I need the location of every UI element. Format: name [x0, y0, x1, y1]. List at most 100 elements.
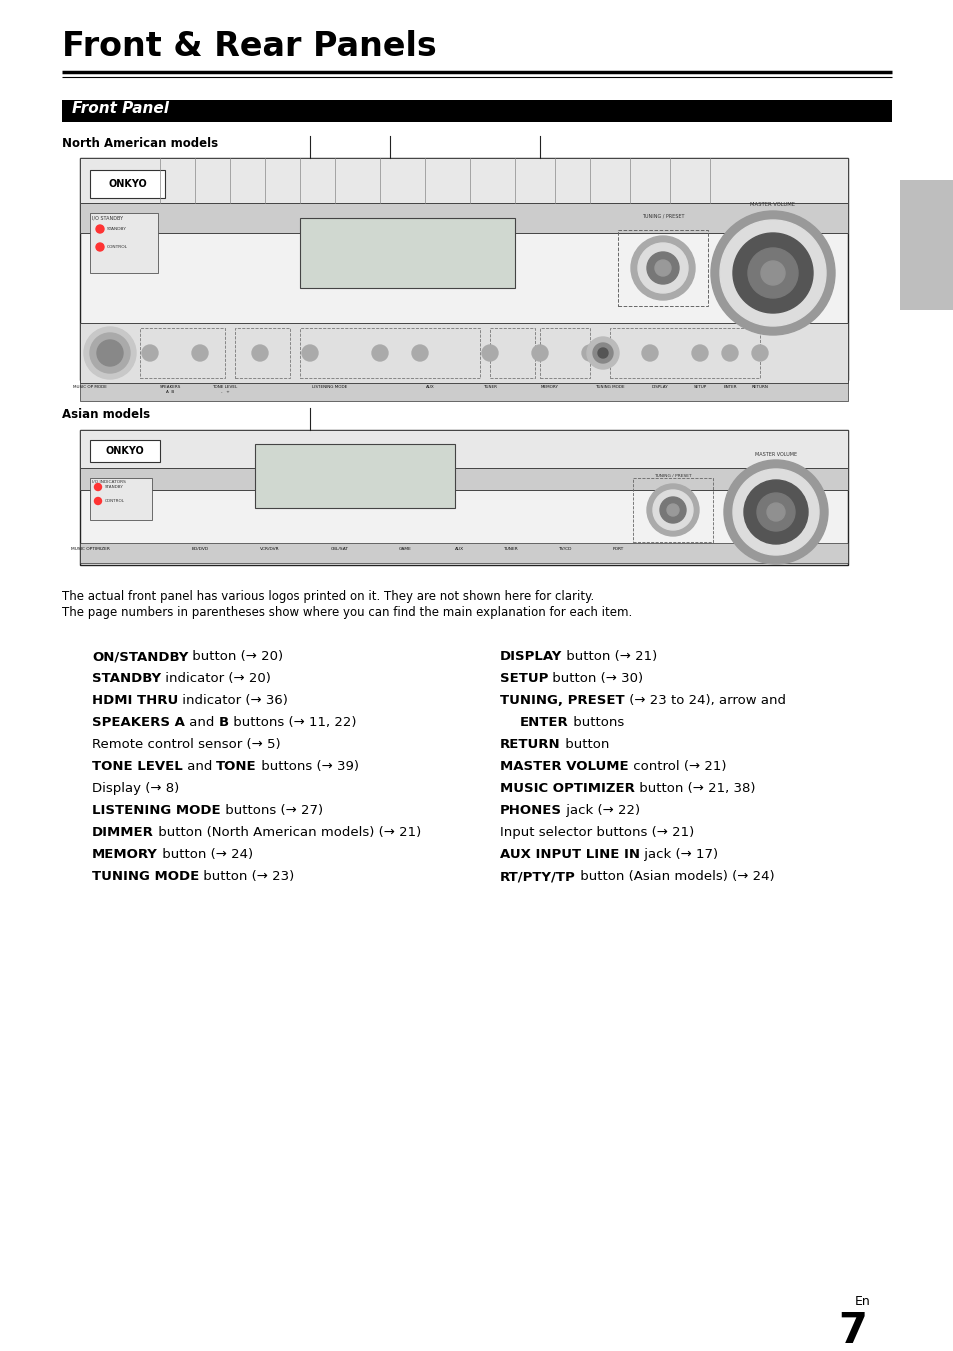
Text: STANDBY: STANDBY — [91, 671, 161, 685]
Text: Remote control sensor (→ 5): Remote control sensor (→ 5) — [91, 738, 280, 751]
Text: BD/DVD: BD/DVD — [192, 547, 209, 551]
Bar — [90, 440, 160, 462]
Circle shape — [532, 345, 547, 361]
Text: ENTER: ENTER — [722, 385, 736, 389]
Circle shape — [721, 345, 738, 361]
Circle shape — [192, 345, 208, 361]
Circle shape — [659, 497, 685, 523]
Text: buttons (→ 11, 22): buttons (→ 11, 22) — [229, 716, 355, 730]
Text: LISTENING MODE: LISTENING MODE — [91, 804, 220, 817]
Circle shape — [97, 340, 123, 366]
Text: TUNER: TUNER — [482, 385, 497, 389]
Bar — [254, 444, 455, 508]
Bar — [80, 430, 847, 565]
Bar — [80, 430, 847, 467]
Bar — [299, 328, 479, 378]
Text: Asian models: Asian models — [62, 408, 150, 422]
Circle shape — [598, 349, 607, 358]
Text: MEMORY: MEMORY — [540, 385, 558, 389]
Text: button (North American models) (→ 21): button (North American models) (→ 21) — [153, 825, 420, 839]
Text: LISTENING MODE: LISTENING MODE — [312, 385, 347, 389]
Text: buttons (→ 27): buttons (→ 27) — [220, 804, 322, 817]
Circle shape — [581, 345, 598, 361]
Text: PHONES: PHONES — [499, 804, 561, 817]
Bar — [90, 478, 152, 520]
Text: indicator (→ 20): indicator (→ 20) — [161, 671, 271, 685]
Text: CONTROL: CONTROL — [105, 499, 125, 503]
Text: TONE LEVEL: TONE LEVEL — [91, 761, 183, 773]
Text: Front Panel: Front Panel — [71, 101, 169, 116]
Text: (→ 23 to 24), arrow and: (→ 23 to 24), arrow and — [624, 694, 785, 707]
Circle shape — [630, 236, 695, 300]
Text: button (→ 24): button (→ 24) — [157, 848, 253, 861]
Text: SETUP: SETUP — [499, 671, 548, 685]
Text: TV/CD: TV/CD — [558, 547, 571, 551]
Text: PORT: PORT — [612, 547, 623, 551]
Text: TUNING / PRESET: TUNING / PRESET — [654, 474, 691, 478]
Text: ONKYO: ONKYO — [106, 446, 144, 457]
Text: MUSIC OPTIMIZER: MUSIC OPTIMIZER — [499, 782, 634, 794]
Text: button (→ 30): button (→ 30) — [548, 671, 643, 685]
Text: indicator (→ 36): indicator (→ 36) — [178, 694, 288, 707]
Text: HDMI THRU: HDMI THRU — [91, 694, 178, 707]
Circle shape — [593, 343, 613, 363]
Circle shape — [96, 243, 104, 251]
Text: STANDBY: STANDBY — [107, 227, 127, 231]
Text: DIMMER: DIMMER — [91, 825, 153, 839]
Text: button (→ 21): button (→ 21) — [561, 650, 657, 663]
Bar — [90, 170, 165, 199]
Text: buttons (→ 39): buttons (→ 39) — [256, 761, 358, 773]
Bar — [299, 218, 515, 288]
Text: MASTER VOLUME: MASTER VOLUME — [499, 761, 628, 773]
Circle shape — [302, 345, 317, 361]
Text: SPEAKERS A: SPEAKERS A — [91, 716, 185, 730]
Text: DISPLAY: DISPLAY — [651, 385, 668, 389]
Circle shape — [94, 497, 101, 504]
Text: GAME: GAME — [398, 547, 411, 551]
Bar — [633, 478, 712, 542]
Circle shape — [96, 226, 104, 232]
Text: SPEAKERS
A  B: SPEAKERS A B — [159, 385, 180, 393]
Circle shape — [646, 484, 699, 536]
Circle shape — [252, 345, 268, 361]
Bar — [490, 328, 535, 378]
Bar — [234, 328, 290, 378]
Text: North American models: North American models — [62, 136, 218, 150]
Text: ENTER: ENTER — [519, 716, 568, 730]
Circle shape — [372, 345, 388, 361]
Text: The page numbers in parentheses show where you can find the main explanation for: The page numbers in parentheses show whe… — [62, 607, 632, 619]
Circle shape — [760, 261, 784, 285]
Circle shape — [84, 327, 136, 380]
Circle shape — [646, 253, 679, 284]
Text: and: and — [185, 716, 218, 730]
Circle shape — [766, 503, 784, 521]
Text: B: B — [218, 716, 229, 730]
Bar — [62, 100, 891, 122]
Text: VCR/DVR: VCR/DVR — [260, 547, 279, 551]
Circle shape — [641, 345, 658, 361]
Circle shape — [638, 243, 687, 293]
Text: MUSIC OP MODE: MUSIC OP MODE — [73, 385, 107, 389]
Text: En: En — [854, 1296, 870, 1308]
Text: I/O STANDBY: I/O STANDBY — [91, 215, 123, 220]
Bar — [80, 158, 847, 203]
Circle shape — [732, 469, 818, 555]
Bar — [899, 180, 953, 309]
Text: TUNING MODE: TUNING MODE — [595, 385, 624, 389]
Text: jack (→ 22): jack (→ 22) — [561, 804, 639, 817]
Text: button (→ 20): button (→ 20) — [188, 650, 283, 663]
Text: ONKYO: ONKYO — [108, 178, 147, 189]
Text: TONE: TONE — [216, 761, 256, 773]
Text: RT/PTY/TP: RT/PTY/TP — [499, 870, 576, 884]
Circle shape — [691, 345, 707, 361]
Text: ON/STANDBY: ON/STANDBY — [91, 650, 188, 663]
Text: AUX INPUT LINE IN: AUX INPUT LINE IN — [499, 848, 639, 861]
Bar — [609, 328, 760, 378]
Circle shape — [732, 232, 812, 313]
Text: RETURN: RETURN — [751, 385, 767, 389]
Bar — [140, 328, 225, 378]
Circle shape — [751, 345, 767, 361]
Bar — [80, 467, 847, 490]
Circle shape — [94, 484, 101, 490]
Text: TUNING / PRESET: TUNING / PRESET — [641, 213, 683, 218]
